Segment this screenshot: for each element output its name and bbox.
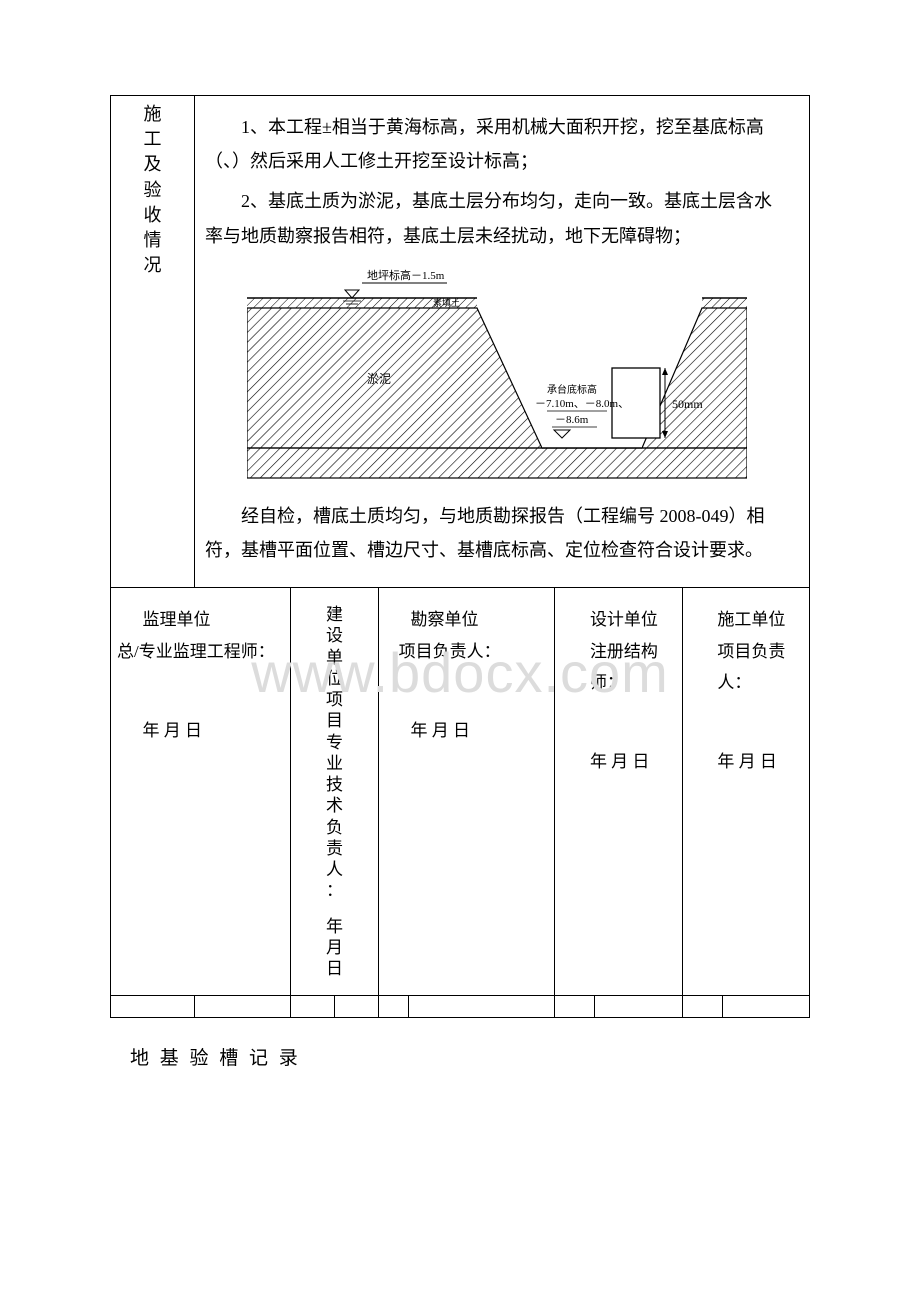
diagram-container: 地坪标高－1.5m 素填土 淤泥	[205, 263, 789, 493]
content-cell: 1、本工程±相当于黄海标高，采用机械大面积开挖，挖至基底标高 （、）然后采用人工…	[195, 96, 810, 588]
sig-survey: 勘察单位 项目负责人： 年 月 日	[379, 588, 555, 996]
sig-role-1: 总/专业监理工程师：	[117, 636, 284, 667]
row-label-cell: 施工及验收情况	[111, 96, 195, 588]
depth-line-2: －8.6m	[555, 414, 589, 426]
sig-design: 设计单位 注册结构师： 年 月 日	[555, 588, 682, 996]
record-table: 施工及验收情况 1、本工程±相当于黄海标高，采用机械大面积开挖，挖至基底标高 （…	[110, 95, 810, 1018]
sig-date-4: 年 月 日	[561, 746, 675, 777]
sig-date-3: 年 月 日	[385, 715, 548, 746]
footer-title: 地 基 验 槽 记 录	[110, 1043, 810, 1070]
bottom-divider-row	[111, 996, 810, 1018]
sig-unit-3: 勘察单位	[385, 604, 548, 635]
platform-label: 承台底标高	[547, 383, 597, 396]
topsoil-label: 素填土	[433, 297, 460, 308]
content-row: 施工及验收情况 1、本工程±相当于黄海标高，采用机械大面积开挖，挖至基底标高 （…	[111, 96, 810, 588]
sig-unit-4: 设计单位	[561, 604, 675, 635]
sig-unit-1: 监理单位	[117, 604, 284, 635]
sig-supervision: 监理单位 总/专业监理工程师： 年 月 日	[111, 588, 291, 996]
sig-unit-5: 施工单位	[689, 604, 804, 635]
mud-label: 淤泥	[367, 372, 391, 386]
ground-label: 地坪标高－1.5m	[367, 268, 445, 282]
sig-role-3: 项目负责人：	[385, 636, 548, 667]
offset-label: 50mm	[672, 397, 703, 411]
sig-role-5: 项目负责人：	[689, 636, 804, 699]
signature-row: 监理单位 总/专业监理工程师： 年 月 日 建设单位项目专业技术负责人： 年月日…	[111, 588, 810, 996]
cross-section-diagram: 地坪标高－1.5m 素填土 淤泥	[247, 263, 747, 493]
row-label: 施工及验收情况	[115, 102, 190, 278]
sig-builder: 施工单位 项目负责人： 年 月 日	[682, 588, 810, 996]
paragraph-2: 2、基底土质为淤泥，基底土层分布均匀，走向一致。基底土层含水率与地质勘察报告相符…	[205, 184, 789, 252]
depth-line-1: －7.10m、－8.0m、	[535, 398, 629, 410]
sig-date-1: 年 月 日	[117, 715, 284, 746]
sig-construction-unit: 建设单位项目专业技术负责人： 年月日	[291, 588, 379, 996]
paragraph-1: 1、本工程±相当于黄海标高，采用机械大面积开挖，挖至基底标高 （、）然后采用人工…	[205, 110, 789, 178]
sig-col2-text: 建设单位项目专业技术负责人： 年月日	[324, 604, 344, 979]
sig-role-4: 注册结构师：	[561, 636, 675, 699]
paragraph-3: 经自检，槽底土质均匀，与地质勘探报告（工程编号 2008-049）相符，基槽平面…	[205, 499, 789, 567]
sig-date-5: 年 月 日	[689, 746, 804, 777]
